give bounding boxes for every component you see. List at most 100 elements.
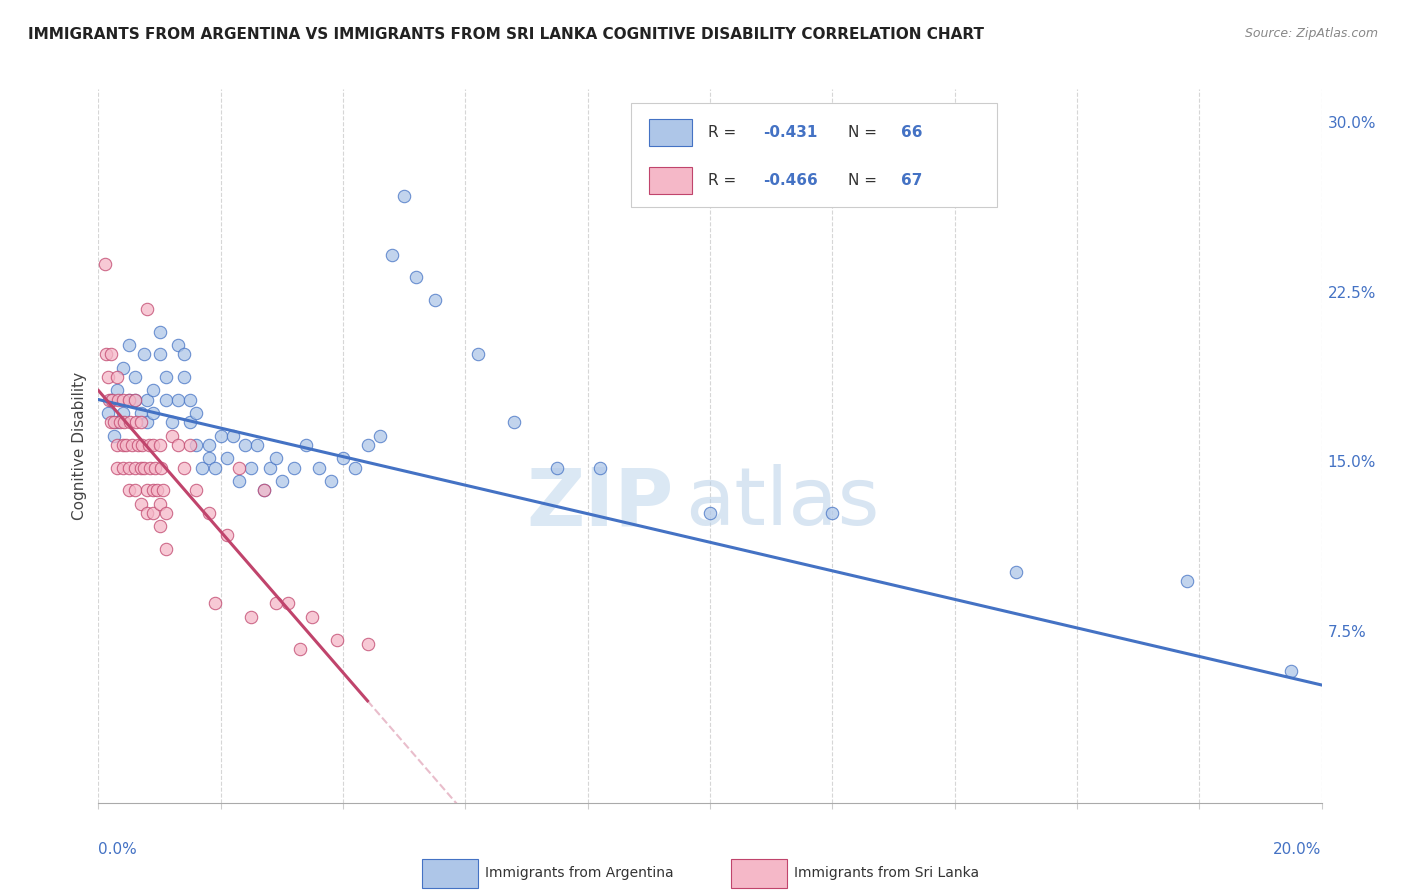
Point: [112, 415, 135, 429]
Point: [115, 438, 138, 452]
Point: [381, 247, 404, 261]
Text: 15.0%: 15.0%: [1327, 456, 1376, 470]
FancyBboxPatch shape: [630, 103, 997, 207]
Point: [283, 460, 305, 475]
Point: [240, 460, 263, 475]
Point: [319, 474, 342, 488]
Point: [93, 257, 115, 271]
Text: 30.0%: 30.0%: [1327, 116, 1376, 131]
Point: [97, 406, 120, 420]
Point: [356, 637, 378, 651]
Point: [101, 392, 124, 407]
Point: [179, 392, 201, 407]
Point: [699, 506, 721, 520]
Point: [100, 415, 122, 429]
Point: [105, 460, 128, 475]
Point: [105, 415, 128, 429]
Text: Immigrants from Argentina: Immigrants from Argentina: [485, 866, 673, 880]
Point: [179, 415, 201, 429]
Point: [94, 347, 117, 361]
Text: 22.5%: 22.5%: [1327, 285, 1376, 301]
Point: [131, 438, 153, 452]
Point: [405, 270, 427, 285]
Point: [149, 438, 172, 452]
Point: [127, 438, 149, 452]
Point: [368, 429, 391, 443]
Point: [142, 438, 165, 452]
Point: [149, 497, 172, 511]
Point: [215, 528, 238, 542]
Point: [118, 338, 141, 352]
Point: [98, 392, 121, 407]
Point: [179, 438, 201, 452]
Point: [121, 438, 143, 452]
Point: [142, 384, 165, 398]
Point: [124, 392, 146, 407]
Point: [129, 460, 152, 475]
Point: [129, 497, 152, 511]
Point: [222, 429, 245, 443]
Point: [124, 392, 146, 407]
Point: [136, 506, 159, 520]
Point: [143, 460, 166, 475]
Text: R =: R =: [707, 125, 741, 140]
Point: [149, 325, 172, 339]
Point: [173, 460, 195, 475]
Point: [233, 438, 256, 452]
Text: R =: R =: [707, 173, 741, 188]
Point: [103, 415, 125, 429]
Point: [111, 360, 134, 375]
Point: [149, 347, 172, 361]
Point: [118, 460, 141, 475]
Point: [467, 347, 489, 361]
Point: [136, 301, 159, 316]
Point: [107, 392, 129, 407]
Point: [173, 347, 195, 361]
Point: [111, 460, 134, 475]
Y-axis label: Cognitive Disability: Cognitive Disability: [72, 372, 87, 520]
Point: [124, 483, 146, 498]
Point: [264, 597, 287, 611]
Point: [204, 597, 226, 611]
Point: [142, 506, 165, 520]
Text: N =: N =: [848, 173, 882, 188]
Point: [546, 460, 568, 475]
Point: [308, 460, 330, 475]
Point: [270, 474, 292, 488]
Point: [197, 451, 219, 466]
Point: [97, 370, 120, 384]
Point: [423, 293, 446, 307]
Text: 20.0%: 20.0%: [1274, 842, 1322, 857]
Point: [118, 483, 141, 498]
Point: [155, 370, 177, 384]
Point: [197, 506, 219, 520]
Point: [118, 392, 141, 407]
Point: [301, 610, 323, 624]
Point: [246, 438, 269, 452]
Point: [138, 438, 160, 452]
Point: [124, 460, 146, 475]
Point: [290, 641, 312, 656]
Point: [215, 451, 238, 466]
Point: [240, 610, 263, 624]
Point: [259, 460, 281, 475]
Point: [155, 542, 177, 557]
Point: [209, 429, 232, 443]
Point: [149, 519, 172, 533]
Point: [136, 392, 159, 407]
FancyBboxPatch shape: [648, 120, 692, 146]
Point: [332, 451, 354, 466]
Point: [277, 597, 299, 611]
Point: [129, 406, 152, 420]
Point: [111, 438, 134, 452]
Point: [129, 415, 152, 429]
Point: [155, 506, 177, 520]
Text: atlas: atlas: [686, 464, 880, 542]
Point: [356, 438, 378, 452]
Point: [103, 429, 125, 443]
Point: [252, 483, 274, 498]
Point: [821, 506, 844, 520]
Point: [1279, 665, 1302, 679]
Point: [1175, 574, 1198, 588]
Point: [191, 460, 214, 475]
